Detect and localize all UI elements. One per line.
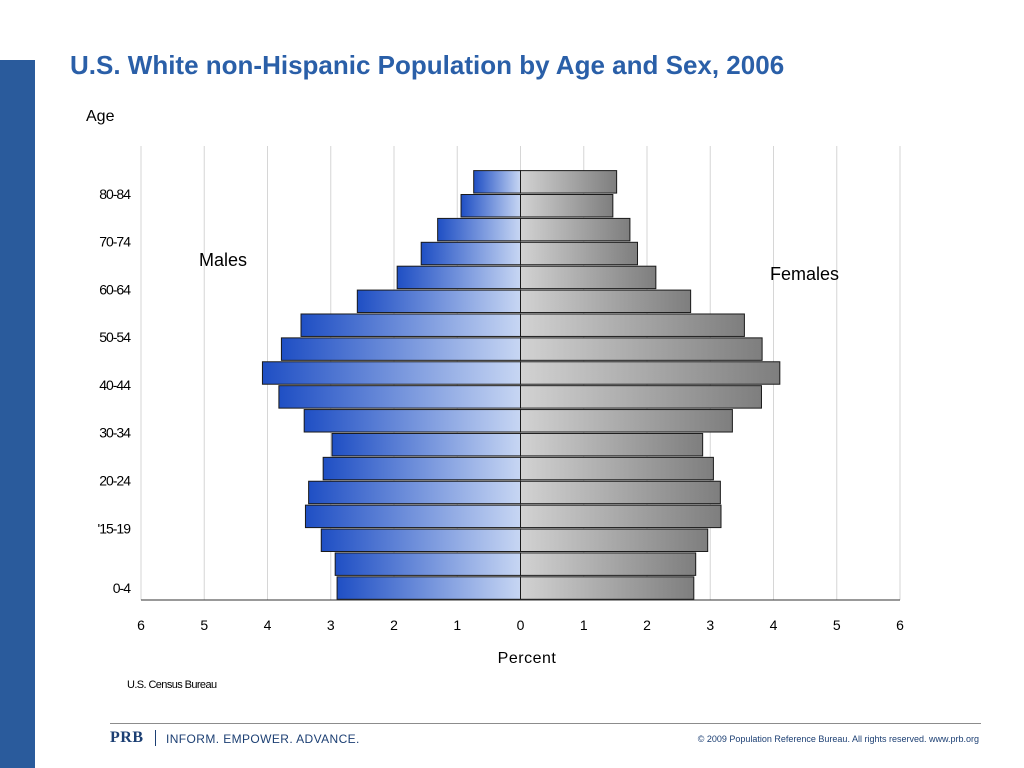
y-tick-label: 60-64 (99, 281, 131, 297)
male-bar (331, 432, 522, 457)
female-bar (520, 504, 722, 529)
male-bar (300, 313, 521, 337)
females-series-label: Females (770, 264, 839, 284)
y-tick-label: 30-34 (99, 425, 131, 441)
female-bar (520, 385, 762, 409)
male-bar (303, 409, 521, 433)
female-bar (520, 194, 614, 218)
x-tick-label: 4 (770, 617, 778, 633)
female-bar (520, 217, 631, 242)
female-bar (520, 265, 657, 290)
population-pyramid-chart: 6 5 4 3 2 1 0 1 2 3 4 5 6 0-4 '15-19 20-24 30-34 40-44 50-… (86, 108, 905, 667)
source-note: U.S. Census Bureau (127, 679, 217, 691)
y-tick-label: 20-24 (99, 473, 131, 489)
prb-logo: PRB (110, 729, 144, 746)
female-bar (520, 313, 745, 337)
footer-divider (110, 723, 981, 724)
x-tick-label: 3 (706, 617, 714, 633)
x-tick-label: 2 (390, 617, 398, 633)
female-bar (520, 432, 704, 457)
female-bar (520, 528, 709, 552)
male-bar (322, 456, 521, 481)
female-bar (520, 552, 697, 576)
male-bar (320, 528, 522, 552)
female-bar (520, 337, 763, 361)
male-bar (304, 504, 522, 529)
footer-separator (155, 730, 156, 746)
x-tick-label: 0 (517, 617, 525, 633)
side-accent-bar (0, 60, 35, 768)
x-tick-label: 6 (137, 617, 145, 633)
male-bar (460, 194, 522, 218)
x-tick-label: 1 (453, 617, 461, 633)
female-bar (520, 480, 721, 505)
y-tick-label: 80-84 (99, 186, 131, 202)
slide-title: U.S. White non-Hispanic Population by Ag… (70, 50, 785, 80)
y-tick-label: 70-74 (99, 234, 131, 250)
y-tick-label: 50-54 (99, 329, 131, 345)
bars (261, 170, 781, 600)
males-series-label: Males (199, 250, 247, 270)
x-tick-label: 5 (833, 617, 841, 633)
male-bar (437, 217, 521, 242)
x-tick-label: 5 (200, 617, 208, 633)
x-tick-label: 4 (264, 617, 272, 633)
female-bar (520, 170, 618, 194)
female-bar (520, 289, 692, 314)
male-bar (308, 480, 521, 505)
x-tick-label: 1 (580, 617, 588, 633)
male-bar (356, 289, 521, 314)
male-bar (473, 170, 522, 194)
female-bar (520, 361, 781, 385)
y-tick-label: '15-19 (98, 520, 132, 536)
x-tick-label: 2 (643, 617, 651, 633)
male-bar (336, 576, 522, 600)
y-tick-label: 0-4 (113, 580, 131, 596)
axes: 6 5 4 3 2 1 0 1 2 3 4 5 6 0-4 '15-19 20-24 30-34 40-44 50-… (98, 186, 905, 633)
male-bar (278, 385, 522, 409)
male-bar (280, 337, 522, 361)
y-tick-label: 40-44 (99, 377, 131, 393)
female-bar (520, 241, 639, 266)
x-tick-label: 3 (327, 617, 335, 633)
male-bar (334, 552, 521, 576)
female-bar (520, 576, 695, 600)
y-axis-title: Age (86, 108, 115, 125)
female-bar (520, 456, 714, 481)
male-bar (396, 265, 522, 290)
footer-copyright: © 2009 Population Reference Bureau. All … (697, 734, 979, 744)
x-axis-title: Percent (498, 650, 557, 667)
footer-tagline: INFORM. EMPOWER. ADVANCE. (166, 732, 360, 746)
x-tick-label: 6 (896, 617, 904, 633)
male-bar (420, 241, 522, 266)
male-bar (261, 361, 521, 385)
female-bar (520, 409, 733, 433)
